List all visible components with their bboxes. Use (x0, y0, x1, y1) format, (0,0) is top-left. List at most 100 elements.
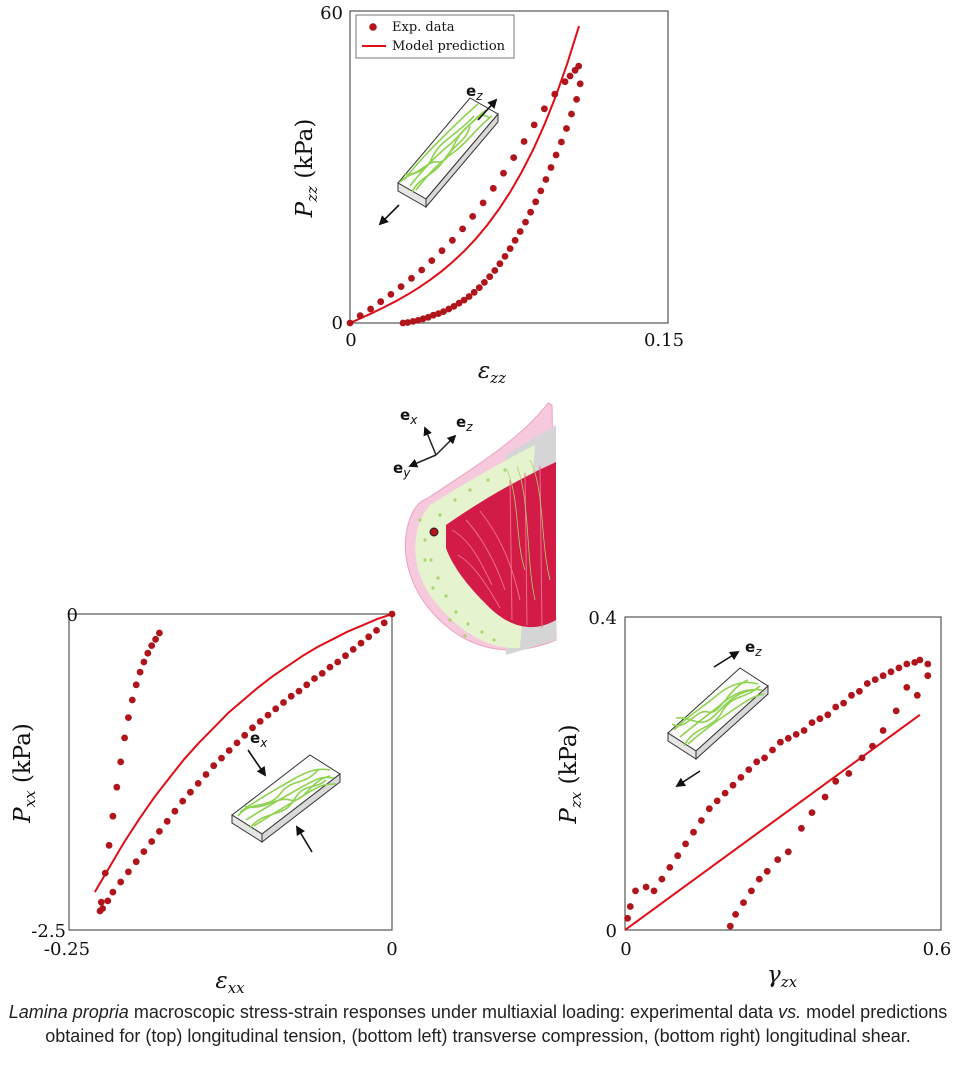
top-exp-data-point (459, 225, 466, 233)
br-exp-data-point (903, 660, 911, 668)
top-exp-data-point (527, 208, 534, 216)
figure-caption: Lamina propria macroscopic stress-strain… (0, 1000, 956, 1048)
br-exp-data-point (887, 668, 895, 676)
top-exp-data-point (551, 90, 559, 98)
br-exp-data-point (755, 875, 763, 883)
bl-exp-data-point (97, 898, 105, 906)
bl-exp-data-point (318, 670, 326, 677)
br-exp-data-point (763, 867, 771, 875)
bl-exp-data-point (380, 619, 388, 627)
top-exp-data-point (496, 260, 504, 268)
bl-xtick-1: 0 (386, 939, 397, 960)
axis-arrow-ez (435, 434, 457, 456)
bl-exp-data-point (179, 797, 187, 805)
bl-arrow-ex (247, 749, 267, 777)
top-exp-data-point (489, 184, 497, 192)
br-exp-data-point (784, 848, 792, 856)
top-ytick-1: 60 (320, 3, 343, 24)
bl-exp-data-point (156, 629, 163, 637)
top-exp-data-point (418, 266, 426, 274)
bl-exp-data-point (128, 696, 136, 704)
top-arrow-ez (477, 98, 498, 121)
br-exp-data-point (721, 789, 729, 797)
br-exp-data-point (924, 672, 932, 680)
bl-ytick-0: 0 (67, 605, 78, 626)
br-exp-data-point (845, 770, 853, 777)
bl-exp-data-point (109, 812, 117, 820)
top-exp-data-point (501, 253, 509, 260)
top-exp-data-point (460, 296, 468, 304)
top-tissue-block-icon (397, 97, 499, 209)
top-exp-data-point (500, 169, 507, 177)
top-exp-data-point (575, 62, 583, 70)
br-arrow-opposite (675, 770, 701, 788)
br-exp-data-point (924, 660, 932, 668)
legend-exp-label: Exp. data (392, 20, 455, 35)
bl-exp-data-point (113, 783, 121, 791)
br-exp-data-point (784, 734, 792, 742)
top-exp-data-point (552, 151, 560, 159)
bl-exp-data-point (124, 714, 132, 721)
top-exp-data-point (491, 267, 499, 274)
bl-plot-marks (93, 610, 396, 915)
bl-exp-data-point (109, 888, 117, 896)
top-exp-data-point (424, 313, 432, 321)
top-exp-data-point (449, 236, 456, 244)
top-exp-data-point (542, 176, 550, 183)
axis-arrow-ex (423, 426, 437, 456)
bl-exp-data-point (121, 734, 128, 742)
bl-exp-data-point (117, 758, 125, 766)
top-exp-data-point (516, 228, 524, 235)
br-exp-data-point (879, 672, 887, 680)
bl-ytick-1: -2.5 (31, 921, 66, 942)
top-exp-data-point (541, 105, 548, 113)
bl-exp-data-point (144, 649, 152, 657)
top-exp-data-point (547, 164, 555, 171)
bl-xtick-0: -0.25 (44, 939, 90, 960)
top-exp-data-point (481, 279, 488, 286)
top-exp-data-point (522, 218, 529, 226)
br-exp-data-point (913, 691, 921, 699)
br-exp-data-point (798, 824, 805, 832)
bl-exp-data-point (342, 652, 349, 660)
br-exp-data-point (658, 875, 666, 883)
br-exp-data-point (713, 797, 721, 805)
br-exp-data-point (642, 883, 650, 891)
bl-plot-frame (68, 613, 393, 931)
br-exp-data-point (808, 719, 816, 726)
br-exp-data-point (800, 727, 808, 734)
top-exp-data-point (409, 318, 417, 325)
top-exp-data-point (356, 312, 364, 320)
top-exp-data-point (414, 317, 422, 324)
br-y-axis-label: Pzx (kPa) (556, 724, 585, 824)
top-exp-data-point (486, 273, 494, 281)
bl-exp-data-point (210, 762, 218, 770)
caption-text-2: model predictions obtained for (top) lon… (45, 1002, 948, 1046)
br-exp-data-point (705, 805, 713, 813)
top-exp-data-point (561, 78, 569, 86)
top-exp-data-point (438, 247, 446, 255)
br-exp-data-point (753, 758, 761, 766)
top-exp-data-point (576, 80, 584, 88)
top-exp-data-point (520, 138, 528, 145)
top-y-axis-label: Pzz (kPa) (292, 119, 321, 219)
br-plot-marks (624, 656, 932, 931)
top-exp-data-point (537, 187, 545, 195)
top-arrow-opposite (378, 204, 400, 226)
br-exp-data-point (774, 856, 782, 863)
br-plot-frame (624, 616, 942, 931)
top-x-axis-label: εzz (478, 358, 506, 387)
top-exp-data-point (397, 283, 405, 290)
bl-exp-data-point (295, 687, 303, 695)
top-exp-data-point (435, 310, 442, 317)
br-exp-data-point (848, 691, 855, 699)
top-exp-data-point (367, 305, 374, 313)
top-exp-data-point (479, 199, 487, 207)
br-exp-data-point (745, 766, 753, 773)
bl-exp-data-point (124, 868, 132, 876)
bottom-right-panel: ez 0 0.6 0.4 0 γzx Pzx (kPa) (556, 608, 951, 991)
br-exp-data-point (840, 699, 847, 707)
top-xtick-1: 0.15 (644, 330, 684, 351)
bl-exp-data-point (148, 642, 156, 649)
top-exp-data-point (470, 288, 478, 296)
